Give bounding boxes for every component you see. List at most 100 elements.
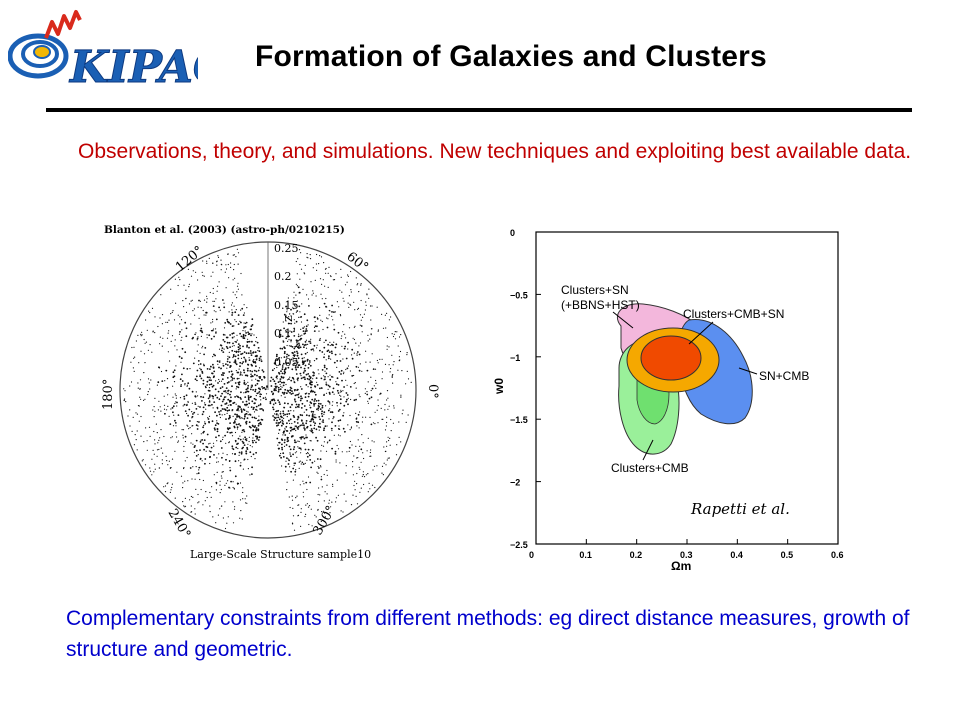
- galaxy-point: [229, 467, 231, 469]
- galaxy-point: [305, 422, 308, 425]
- galaxy-point: [209, 511, 211, 513]
- galaxy-point: [149, 388, 151, 390]
- galaxy-point: [339, 360, 342, 362]
- galaxy-point: [255, 428, 258, 431]
- galaxy-point: [242, 438, 244, 440]
- galaxy-point: [191, 402, 193, 404]
- galaxy-point: [257, 424, 260, 427]
- outro-text: Complementary constraints from different…: [66, 607, 910, 661]
- galaxy-point: [309, 376, 312, 379]
- galaxy-point: [321, 369, 324, 371]
- x-tick-label: 0.3: [680, 550, 693, 560]
- galaxy-point: [253, 369, 256, 372]
- galaxy-point: [377, 362, 379, 364]
- galaxy-point: [357, 421, 360, 424]
- galaxy-point: [356, 503, 359, 505]
- galaxy-point: [353, 399, 356, 402]
- galaxy-point: [288, 345, 290, 347]
- galaxy-point: [212, 287, 214, 290]
- galaxy-point: [272, 393, 274, 396]
- galaxy-point: [326, 474, 328, 476]
- galaxy-point: [182, 434, 184, 436]
- galaxy-point: [228, 361, 231, 364]
- galaxy-point: [190, 495, 192, 498]
- galaxy-point: [278, 454, 281, 457]
- galaxy-point: [299, 278, 301, 280]
- galaxy-point: [289, 448, 292, 451]
- galaxy-point: [229, 323, 232, 325]
- galaxy-point: [346, 384, 348, 386]
- galaxy-point: [294, 366, 297, 369]
- galaxy-point: [297, 335, 300, 338]
- galaxy-point: [255, 370, 258, 373]
- galaxy-point: [229, 487, 231, 489]
- galaxy-point: [131, 430, 133, 432]
- galaxy-point: [195, 449, 198, 452]
- galaxy-point: [305, 434, 307, 436]
- galaxy-point: [137, 382, 139, 384]
- galaxy-point: [391, 375, 393, 377]
- galaxy-point: [390, 418, 392, 421]
- galaxy-point: [245, 502, 247, 504]
- galaxy-point: [297, 446, 299, 448]
- galaxy-point: [170, 408, 172, 410]
- galaxy-point: [364, 309, 366, 311]
- galaxy-point: [195, 391, 197, 393]
- galaxy-point: [356, 425, 358, 427]
- galaxy-point: [151, 307, 154, 309]
- galaxy-point: [340, 391, 342, 393]
- galaxy-point: [201, 372, 204, 374]
- galaxy-point: [239, 396, 242, 399]
- galaxy-point: [357, 439, 359, 441]
- galaxy-point: [237, 288, 239, 290]
- galaxy-point: [314, 393, 317, 396]
- galaxy-point: [366, 369, 369, 372]
- galaxy-point: [224, 484, 226, 486]
- galaxy-point: [259, 408, 262, 410]
- galaxy-point: [389, 437, 391, 439]
- galaxy-point: [301, 357, 304, 360]
- galaxy-point: [247, 363, 249, 366]
- galaxy-point: [292, 467, 295, 470]
- galaxy-point: [232, 422, 235, 424]
- arrow-clusters-cmb-sn: [688, 321, 714, 345]
- galaxy-point: [324, 425, 327, 428]
- galaxy-point: [171, 407, 174, 409]
- galaxy-point: [392, 374, 394, 376]
- galaxy-point: [319, 458, 322, 461]
- galaxy-point: [211, 329, 214, 332]
- galaxy-point: [345, 337, 347, 339]
- galaxy-point: [342, 414, 344, 417]
- galaxy-point: [326, 442, 328, 444]
- galaxy-point: [241, 352, 244, 355]
- galaxy-point: [184, 383, 186, 385]
- galaxy-point: [203, 363, 205, 365]
- galaxy-point: [222, 339, 225, 341]
- galaxy-point: [399, 350, 402, 353]
- galaxy-point: [147, 349, 149, 351]
- galaxy-point: [226, 431, 229, 433]
- galaxy-point: [354, 480, 356, 482]
- galaxy-point: [213, 353, 215, 356]
- galaxy-point: [158, 366, 160, 369]
- galaxy-point: [141, 331, 143, 333]
- galaxy-point: [182, 482, 184, 484]
- galaxy-point: [252, 453, 255, 456]
- galaxy-point: [388, 439, 390, 442]
- galaxy-point: [299, 372, 302, 375]
- galaxy-point: [210, 338, 213, 340]
- galaxy-point: [248, 421, 251, 424]
- galaxy-point: [369, 451, 371, 454]
- galaxy-point: [186, 385, 188, 387]
- galaxy-point: [300, 449, 302, 451]
- galaxy-point: [264, 396, 267, 398]
- galaxy-point: [349, 303, 351, 305]
- galaxy-point: [370, 389, 372, 392]
- galaxy-point: [386, 390, 389, 392]
- galaxy-point: [358, 466, 360, 468]
- galaxy-point: [202, 260, 204, 262]
- galaxy-point: [371, 440, 373, 442]
- galaxy-point: [332, 344, 334, 347]
- galaxy-point: [402, 409, 404, 411]
- galaxy-point: [253, 406, 255, 409]
